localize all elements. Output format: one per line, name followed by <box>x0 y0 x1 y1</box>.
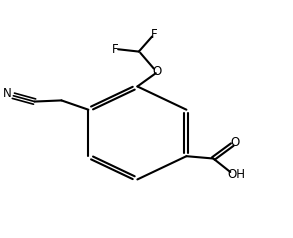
Text: F: F <box>111 43 118 56</box>
Text: N: N <box>3 87 11 100</box>
Text: OH: OH <box>227 168 246 181</box>
Text: O: O <box>230 136 239 149</box>
Text: O: O <box>153 65 162 78</box>
Text: F: F <box>151 28 158 41</box>
